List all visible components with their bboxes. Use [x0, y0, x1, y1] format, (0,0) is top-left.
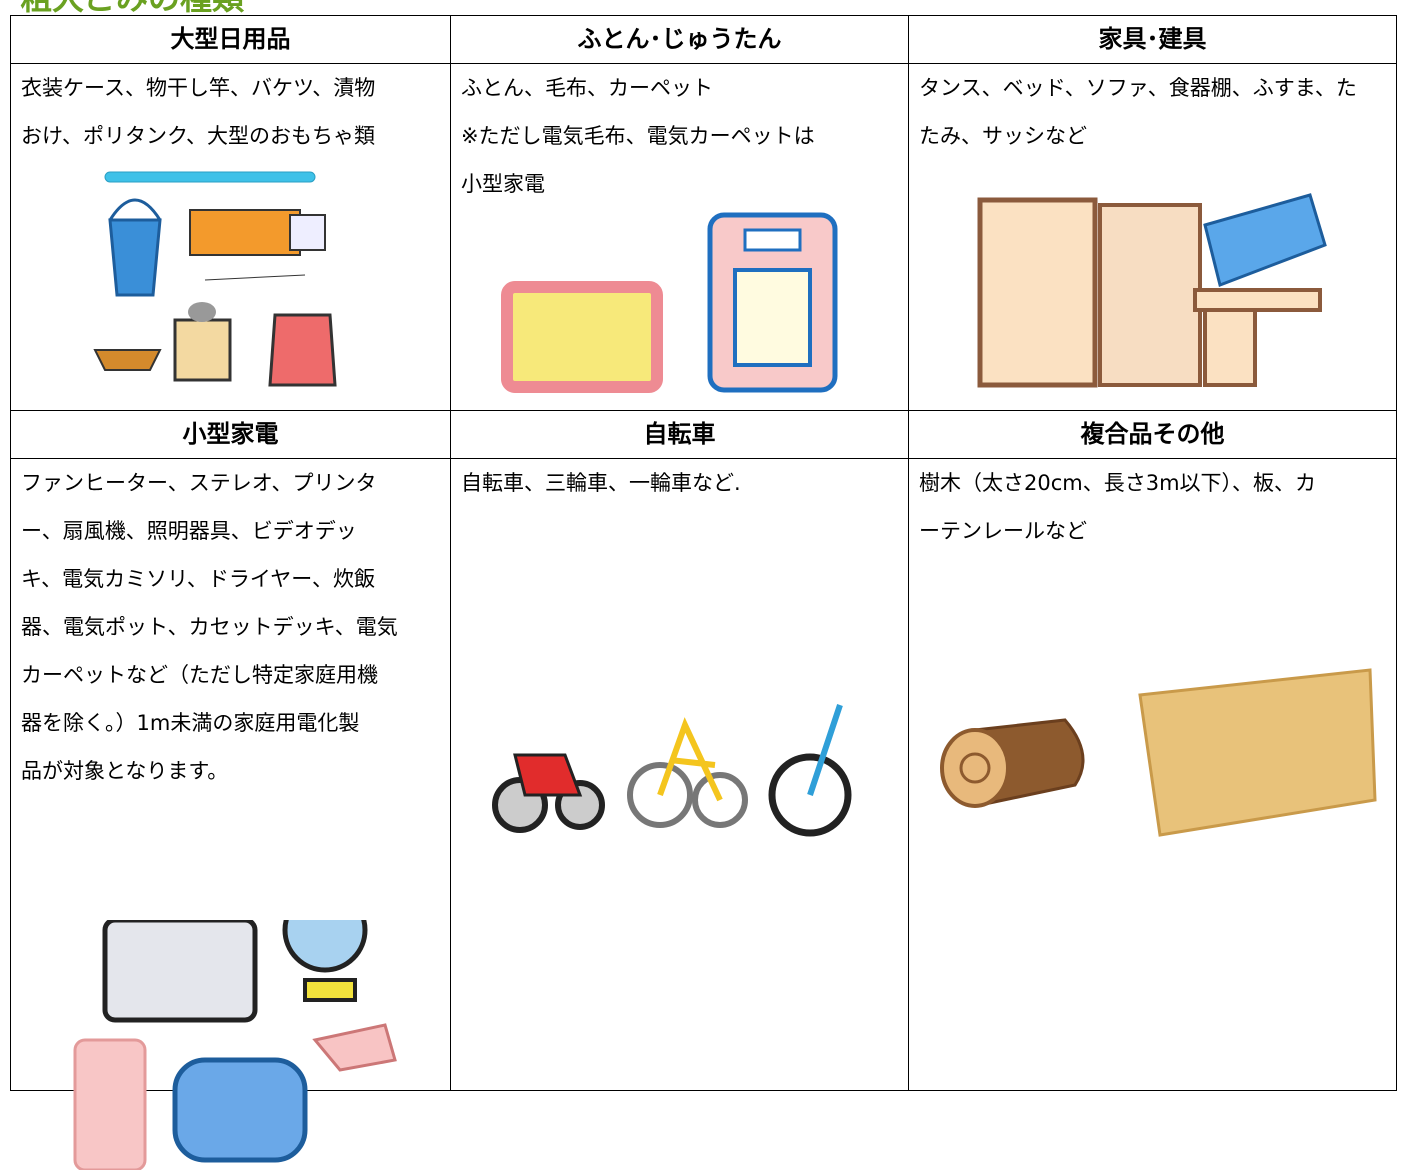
description-line: 自転車、三輪車、一輪車など. [461, 471, 741, 495]
description-line: たみ、サッシなど [919, 124, 1087, 148]
description-line: 衣装ケース、物干し竿、バケツ、漬物 [21, 76, 376, 100]
description-line: ※ただし電気毛布、電気カーペットは [461, 124, 815, 148]
category-description: 衣装ケース、物干し竿、バケツ、漬物 おけ、ポリタンク、大型のおもちゃ類 [10, 63, 451, 411]
daily-goods-illustration [93, 171, 337, 387]
description-line: ファンヒーター、ステレオ、プリンタ [21, 471, 377, 495]
appliance-illustration [73, 920, 397, 1170]
description-line: 器、電気ポット、カセットデッキ、電気 [21, 615, 398, 639]
description-line: 器を除く。）1m未満の家庭用電化製 [21, 711, 360, 735]
description-line: キ、電気カミソリ、ドライヤー、炊飯 [21, 567, 376, 591]
category-header: 自転車 [450, 410, 909, 459]
description-line: ーテンレールなど [919, 519, 1087, 543]
wood-illustration [940, 668, 1377, 837]
description-line: 品が対象となります。 [21, 759, 229, 783]
page-title: 粗大ごみの種類 [20, 0, 244, 18]
category-description: 樹木（太さ20cm、長さ3m以下）、板、カ ーテンレールなど [908, 458, 1397, 1091]
description-line: タンス、ベッド、ソファ、食器棚、ふすま、た [919, 76, 1357, 100]
category-header: 小型家電 [10, 410, 451, 459]
description-line: おけ、ポリタンク、大型のおもちゃ類 [21, 124, 376, 148]
category-header: 家具･建具 [908, 15, 1397, 64]
description-line: 小型家電 [461, 172, 545, 196]
description-line: カーペットなど（ただし特定家庭用機 [21, 663, 378, 687]
furniture-illustration [977, 193, 1327, 388]
page: 粗大ごみの種類 大型日用品衣装ケース、物干し竿、バケツ、漬物おけ、ポリタンク、大… [10, 0, 1397, 1170]
futon-illustration [501, 212, 838, 393]
category-description: ふとん、毛布、カーペット ※ただし電気毛布、電気カーペットは 小型家電 [450, 63, 909, 411]
bicycle-illustration [492, 704, 852, 837]
category-header: 複合品その他 [908, 410, 1397, 459]
category-header: ふとん･じゅうたん [450, 15, 909, 64]
description-line: ふとん、毛布、カーペット [461, 76, 713, 100]
description-line: 樹木（太さ20cm、長さ3m以下）、板、カ [919, 471, 1317, 495]
description-line: ー、扇風機、照明器具、ビデオデッ [21, 519, 357, 543]
category-header: 大型日用品 [10, 15, 451, 64]
category-description: タンス、ベッド、ソファ、食器棚、ふすま、た たみ、サッシなど [908, 63, 1397, 411]
